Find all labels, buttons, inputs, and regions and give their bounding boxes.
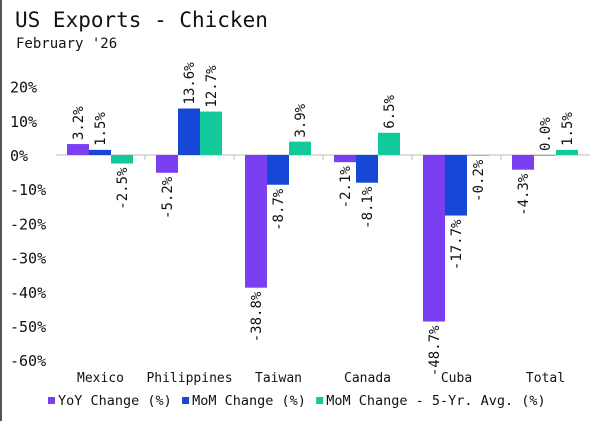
bar [356,155,378,183]
bar [512,155,534,170]
bar [178,108,200,155]
data-label: 3.9% [293,103,309,137]
legend-swatch [182,397,190,404]
data-label: -17.7% [449,219,465,270]
legend-label: MoM Change (%) [192,393,306,409]
data-label: -48.7% [427,325,443,376]
x-tick-label: Taiwan [255,371,302,386]
legend-swatch [48,397,55,404]
y-tick-label: -50% [10,318,46,336]
bar [200,111,222,155]
x-tick-label: Canada [344,371,391,386]
x-tick-label: Cuba [441,371,472,386]
bar [378,132,400,155]
data-label: 6.5% [382,94,398,128]
y-tick-label: -10% [10,181,46,199]
data-label: -8.1% [360,186,376,229]
y-tick-label: -40% [10,284,46,302]
bar [67,144,89,155]
x-tick-label: Mexico [77,371,124,386]
y-tick-label: 20% [10,79,37,97]
data-label: -2.1% [338,166,354,209]
bar [289,141,311,155]
x-tick-label: Total [526,371,565,386]
bar [111,155,133,164]
data-label: 1.5% [560,112,576,146]
data-label: 1.5% [93,112,109,146]
y-tick-label: -60% [10,352,46,370]
bar [334,155,356,163]
bar [467,155,489,156]
bar [156,155,178,173]
data-label: 3.2% [71,106,87,140]
legend-label: MoM Change - 5-Yr. Avg. (%) [326,393,545,409]
x-tick-label: Philippines [146,371,232,386]
data-label: -5.2% [160,176,176,219]
y-tick-label: -20% [10,215,46,233]
data-label: -4.3% [516,173,532,216]
data-label: -38.8% [249,291,265,342]
bar [423,155,445,322]
legend-label: YoY Change (%) [58,393,172,409]
bar [445,155,467,216]
bar [267,155,289,185]
data-label: -8.7% [271,188,287,231]
data-label: 12.7% [204,65,220,108]
bar [534,155,556,156]
data-label: -0.2% [471,159,487,202]
chart-subtitle: February '26 [16,36,118,52]
bar [89,149,111,155]
y-tick-label: 0% [10,147,28,165]
legend-swatch [316,397,324,404]
bar [556,149,578,155]
y-tick-label: -30% [10,250,46,268]
data-label: 13.6% [182,62,198,105]
data-label: 0.0% [538,117,554,151]
chart-title: US Exports - Chicken [15,8,268,32]
data-label: -2.5% [115,167,131,210]
bar [245,155,267,288]
y-tick-label: 10% [10,113,37,131]
